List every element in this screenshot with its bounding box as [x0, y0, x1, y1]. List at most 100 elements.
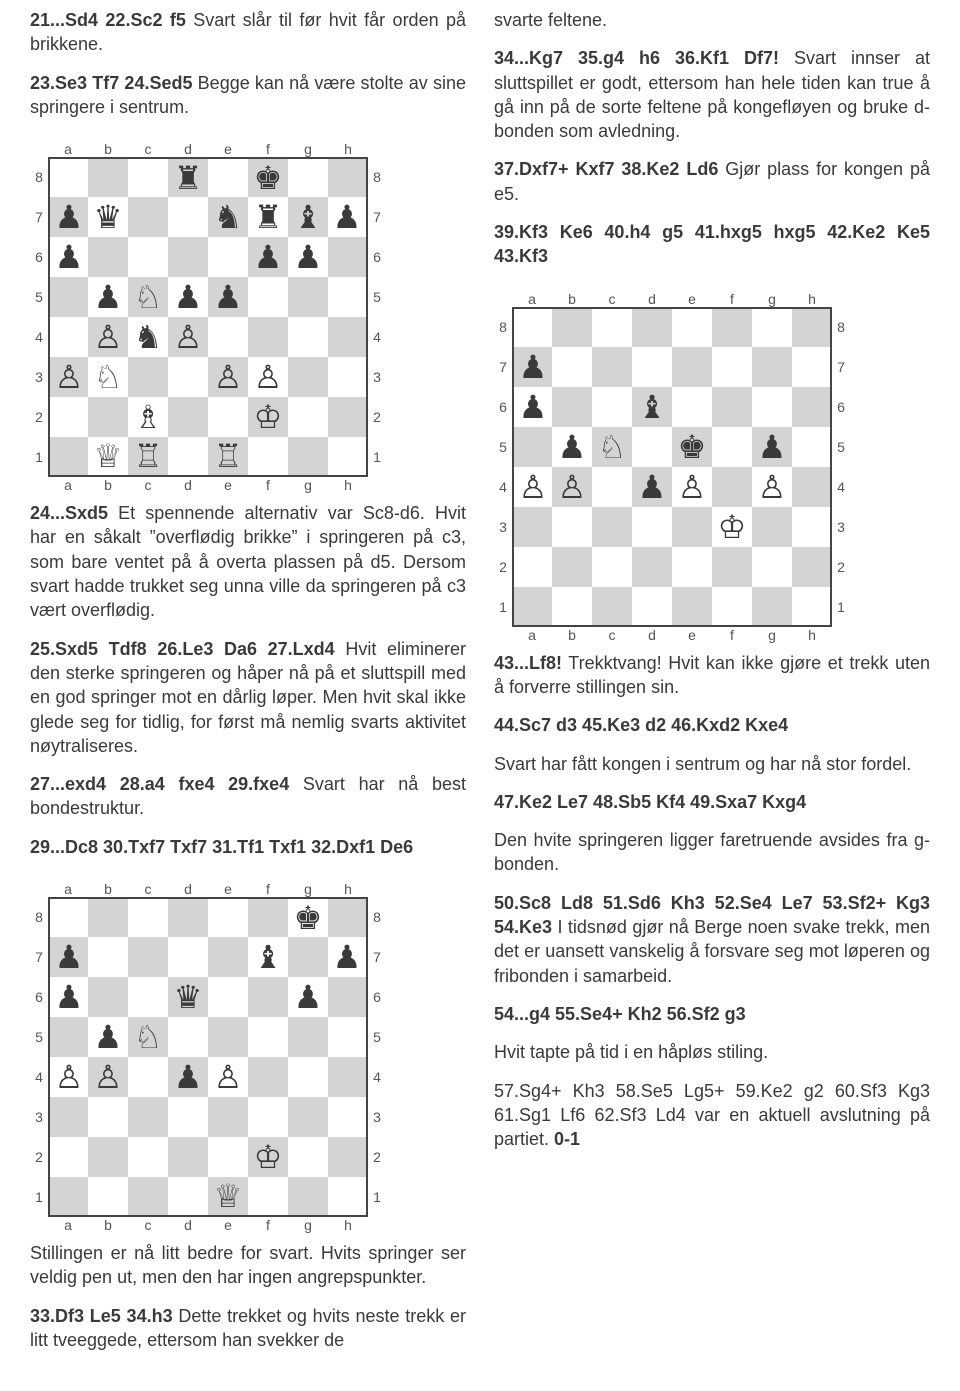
rank-label: 3 — [30, 357, 48, 397]
chess-square — [168, 1177, 208, 1217]
chess-square: ♛ — [88, 197, 128, 237]
chess-piece-wP: ♙ — [254, 361, 283, 393]
file-label: e — [208, 477, 248, 493]
chess-piece-wQ: ♕ — [94, 440, 123, 472]
chess-square: ♙ — [208, 1057, 248, 1097]
rank-label: 2 — [832, 547, 850, 587]
chess-piece-wP: ♙ — [55, 361, 84, 393]
rank-label: 1 — [30, 437, 48, 477]
rank-label: 8 — [368, 897, 386, 937]
chess-square — [552, 587, 592, 627]
chess-square — [48, 1137, 88, 1177]
chess-piece-wN: ♘ — [134, 281, 163, 313]
chess-square — [592, 547, 632, 587]
chess-piece-bP: ♟ — [558, 431, 587, 463]
para-move-47: 47.Ke2 Le7 48.Sb5 Kf4 49.Sxa7 Kxg4 — [494, 790, 930, 814]
para-move-21: 21...Sd4 22.Sc2 f5 Svart slår til før hv… — [30, 8, 466, 57]
rank-label: 8 — [30, 157, 48, 197]
chess-square — [128, 897, 168, 937]
chess-square — [88, 237, 128, 277]
chess-square: ♔ — [248, 397, 288, 437]
chess-square: ♟ — [168, 277, 208, 317]
rank-label: 5 — [494, 427, 512, 467]
chess-square: ♖ — [128, 437, 168, 477]
chess-square — [208, 977, 248, 1017]
file-label: f — [248, 881, 288, 897]
chess-square: ♟ — [288, 977, 328, 1017]
file-label: f — [248, 1217, 288, 1233]
chess-square: ♘ — [128, 1017, 168, 1057]
rank-label: 6 — [494, 387, 512, 427]
chess-square — [672, 507, 712, 547]
chess-square — [208, 1017, 248, 1057]
chess-square — [328, 1057, 368, 1097]
chess-square: ♛ — [168, 977, 208, 1017]
file-label: f — [248, 477, 288, 493]
chess-square — [208, 397, 248, 437]
file-label: h — [328, 141, 368, 157]
chess-piece-bP: ♟ — [519, 351, 548, 383]
file-label: a — [512, 291, 552, 307]
chess-square — [512, 587, 552, 627]
chess-square — [88, 1097, 128, 1137]
file-label: f — [712, 291, 752, 307]
chess-piece-bB: ♝ — [294, 201, 323, 233]
left-column: 21...Sd4 22.Sc2 f5 Svart slår til før hv… — [30, 8, 466, 1366]
moves-23: 23.Se3 Tf7 24.Sed5 — [30, 73, 192, 93]
chess-square: ♙ — [672, 467, 712, 507]
rank-label: 7 — [832, 347, 850, 387]
chess-square — [128, 1177, 168, 1217]
chess-square — [88, 1137, 128, 1177]
chess-square — [552, 387, 592, 427]
chess-square — [128, 937, 168, 977]
chess-square: ♕ — [88, 437, 128, 477]
moves-21: 21...Sd4 22.Sc2 f5 — [30, 10, 186, 30]
chess-square: ♟ — [88, 1017, 128, 1057]
chess-square — [672, 547, 712, 587]
chess-square — [168, 237, 208, 277]
chess-square: ♟ — [48, 937, 88, 977]
chess-square — [792, 427, 832, 467]
file-label: h — [792, 291, 832, 307]
rank-label: 7 — [494, 347, 512, 387]
chess-square — [288, 937, 328, 977]
file-label: a — [48, 881, 88, 897]
para-move-24: 24...Sxd5 Et spennende alternativ var Sc… — [30, 501, 466, 622]
chess-square: ♟ — [48, 977, 88, 1017]
rank-label: 3 — [368, 1097, 386, 1137]
file-label: g — [288, 881, 328, 897]
chess-square — [512, 547, 552, 587]
chess-square — [128, 197, 168, 237]
file-label: d — [168, 1217, 208, 1233]
moves-25: 25.Sxd5 Tdf8 26.Le3 Da6 27.Lxd4 — [30, 639, 335, 659]
chess-square — [208, 937, 248, 977]
chess-square — [672, 347, 712, 387]
chess-square — [288, 1137, 328, 1177]
chess-square — [88, 397, 128, 437]
chess-square — [208, 1137, 248, 1177]
rank-label: 7 — [30, 197, 48, 237]
chess-square — [248, 1097, 288, 1137]
rank-label: 4 — [494, 467, 512, 507]
chess-square — [248, 437, 288, 477]
chess-square: ♘ — [592, 427, 632, 467]
chess-piece-bK: ♚ — [678, 431, 707, 463]
chess-square — [248, 1057, 288, 1097]
chess-square — [288, 317, 328, 357]
file-label: g — [288, 1217, 328, 1233]
chess-square — [792, 547, 832, 587]
chess-square — [128, 1137, 168, 1177]
chess-piece-wP: ♙ — [55, 1061, 84, 1093]
chess-piece-wR: ♖ — [134, 440, 163, 472]
chess-square — [288, 437, 328, 477]
chess-square — [168, 1097, 208, 1137]
chess-square — [328, 437, 368, 477]
file-label: c — [128, 141, 168, 157]
rank-label: 3 — [30, 1097, 48, 1137]
chess-piece-wP: ♙ — [214, 361, 243, 393]
para-move-25: 25.Sxd5 Tdf8 26.Le3 Da6 27.Lxd4 Hvit eli… — [30, 637, 466, 758]
chess-square — [712, 427, 752, 467]
chess-square: ♝ — [632, 387, 672, 427]
chess-square — [328, 237, 368, 277]
file-label: e — [208, 141, 248, 157]
